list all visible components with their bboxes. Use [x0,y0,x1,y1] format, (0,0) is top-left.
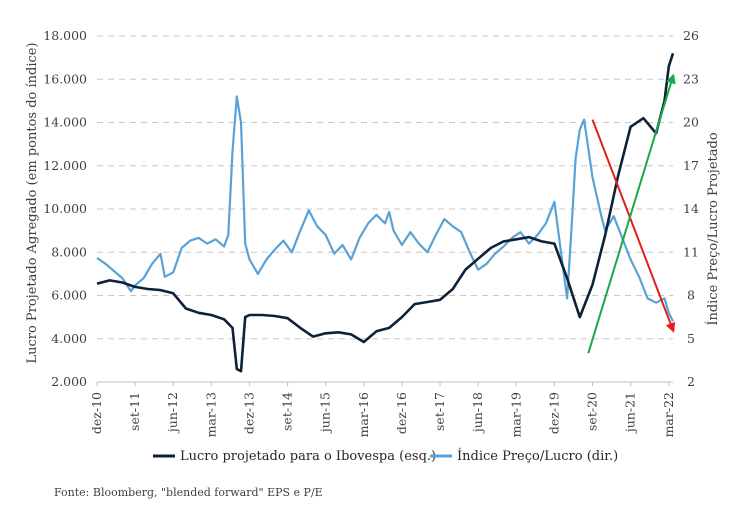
y-right-tick-label: 11 [683,244,699,259]
y-left-tick-label: 10.000 [43,201,87,216]
y-left-tick-label: 2.000 [51,374,87,389]
x-tick-label: jun-12 [165,392,180,434]
series-line-pl [96,95,674,322]
x-tick-label: mar-19 [508,392,523,437]
gridlines [97,35,673,340]
x-tick-label: mar-22 [661,392,676,437]
x-tick-label: jun-15 [318,392,333,434]
x-tick-label: set-20 [585,392,600,431]
x-tick-label: mar-16 [356,392,371,437]
y-left-tick-label: 12.000 [43,158,87,173]
y-right-tick-label: 8 [687,288,695,303]
y-right-tick-label: 17 [683,158,699,173]
axes: 2.000 4.000 6.000 8.000 10.000 12.000 14.000 16… [25,28,721,437]
source-note: Fonte: Bloomberg, "blended forward" EPS … [54,486,323,499]
series-lines [96,52,675,373]
x-tick-label: set-11 [127,392,142,431]
x-tick-label: set-14 [280,392,295,431]
y-left-tick-label: 16.000 [43,71,87,86]
trend-arrows [587,73,676,354]
y-left-axis-title: Lucro Projetado Agregado (em pontos do í… [25,42,40,363]
x-tick-label: dez-19 [546,392,561,434]
legend: Lucro projetado para o Ibovespa (esq.) Ín… [153,448,618,464]
x-tick-label: set-17 [432,392,447,431]
x-tick-label: jun-21 [623,392,638,434]
y-right-tick-label: 2 [687,374,695,389]
y-left-tick-label: 18.000 [43,28,87,43]
green-uptrend-arrow [587,73,676,354]
y-right-tick-label: 26 [683,28,699,43]
y-left-tick-label: 4.000 [51,331,87,346]
y-right-axis-title: Índice Preço/Lucro Projetado [705,132,721,326]
series-line-lucro [96,52,675,373]
y-left-tick-label: 6.000 [51,288,87,303]
x-tick-label: dez-13 [241,392,256,434]
y-right-tick-label: 20 [683,115,699,130]
y-left-tick-label: 14.000 [43,115,87,130]
y-right-tick-label: 14 [683,201,699,216]
x-tick-label: jun-18 [470,392,485,434]
y-left-tick-label: 8.000 [51,244,87,259]
legend-label: Índice Preço/Lucro (dir.) [457,448,618,464]
y-right-tick-label: 23 [683,71,699,86]
red-downtrend-arrow [591,119,676,333]
y-right-tick-label: 5 [687,331,695,346]
legend-label: Lucro projetado para o Ibovespa (esq.) [180,449,436,464]
x-tick-label: dez-10 [89,392,104,434]
x-tick-label: mar-13 [203,392,218,437]
x-tick-label: dez-16 [394,392,409,434]
